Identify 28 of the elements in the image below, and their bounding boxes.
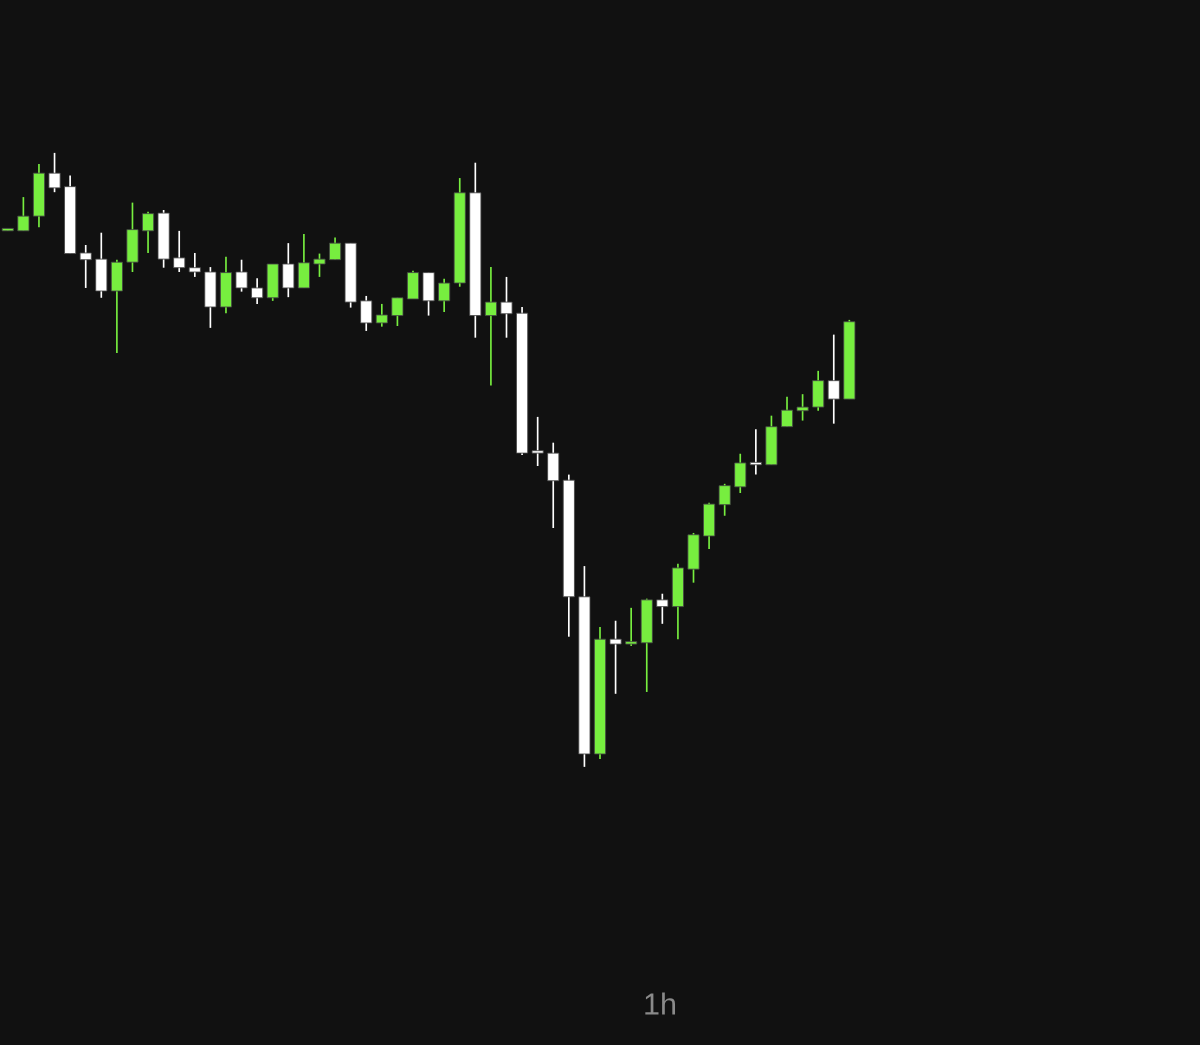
candlestick xyxy=(173,230,186,273)
candlestick xyxy=(827,333,840,425)
candlestick xyxy=(718,482,731,517)
candlestick xyxy=(438,277,451,313)
candlestick xyxy=(391,296,404,327)
candlestick xyxy=(251,277,264,305)
candlestick xyxy=(749,428,762,476)
candlestick xyxy=(780,395,794,428)
candlestick xyxy=(484,266,497,387)
candlestick xyxy=(17,196,30,232)
candlestick xyxy=(48,152,61,194)
candlestick xyxy=(625,607,638,647)
candlestick xyxy=(531,416,544,467)
candlestick xyxy=(656,592,669,625)
candlestick xyxy=(188,252,201,278)
candlestick xyxy=(360,295,373,332)
candlestick xyxy=(329,236,342,261)
candlestick xyxy=(734,452,747,494)
candlestick xyxy=(500,276,513,339)
candlestick xyxy=(282,242,295,299)
candlestick xyxy=(235,258,248,293)
candlestick xyxy=(609,619,622,695)
candlestick xyxy=(375,303,388,328)
text: 1h xyxy=(645,992,676,1015)
candlestick xyxy=(142,210,155,254)
candlestick xyxy=(313,252,326,278)
candlestick xyxy=(796,393,809,422)
candlestick xyxy=(79,244,92,289)
